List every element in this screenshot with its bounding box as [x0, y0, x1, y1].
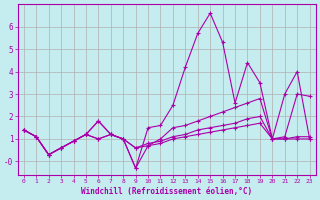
X-axis label: Windchill (Refroidissement éolien,°C): Windchill (Refroidissement éolien,°C)	[81, 187, 252, 196]
